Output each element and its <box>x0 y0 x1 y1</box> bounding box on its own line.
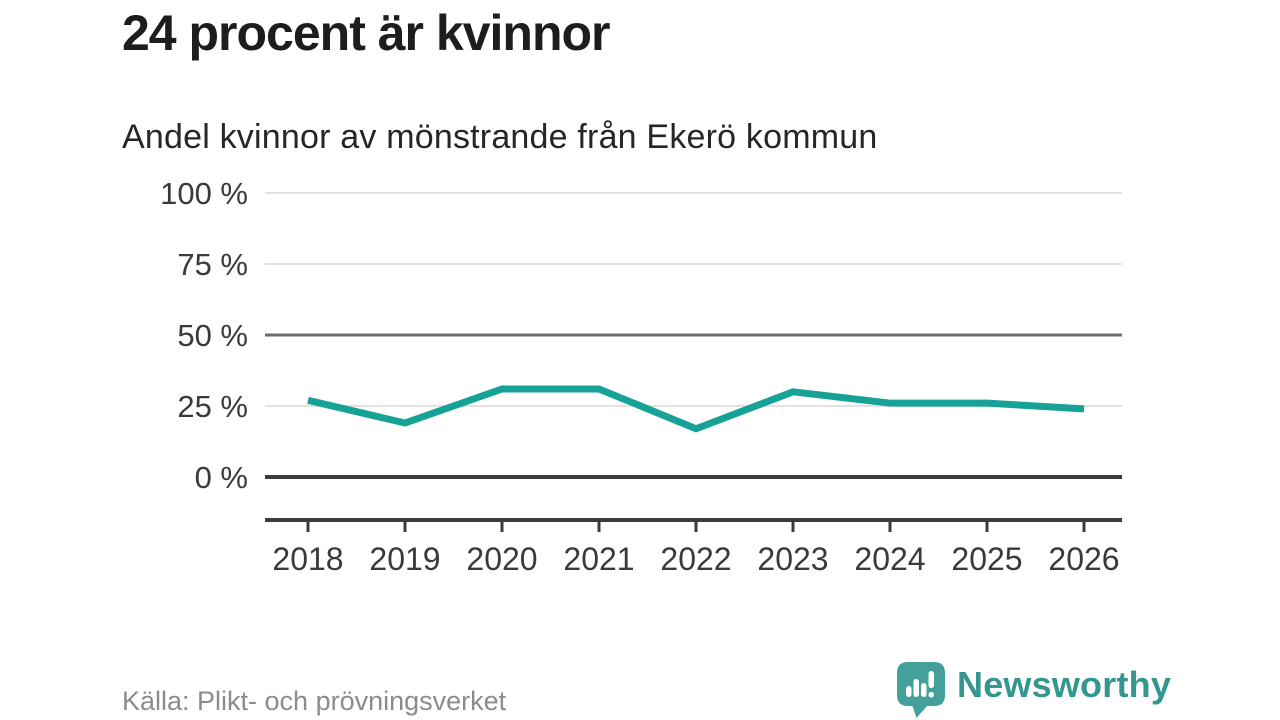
x-axis-year-label: 2020 <box>466 541 537 577</box>
y-axis-tick-label: 75 % <box>177 247 248 282</box>
chart-title: 24 procent är kvinnor <box>122 5 610 61</box>
y-axis-tick-label: 100 % <box>160 176 248 211</box>
x-axis-year-label: 2019 <box>369 541 440 577</box>
x-axis-year-label: 2018 <box>272 541 343 577</box>
x-axis-year-label: 2021 <box>563 541 634 577</box>
x-axis-year-label: 2026 <box>1048 541 1119 577</box>
newsworthy-logo: Newsworthy <box>896 662 1171 718</box>
y-axis-tick-label: 25 % <box>177 389 248 424</box>
newsworthy-bubble-icon <box>897 662 945 718</box>
x-axis-year-label: 2022 <box>660 541 731 577</box>
data-line-andel-kvinnor <box>307 385 1085 433</box>
x-axis-year-label: 2023 <box>757 541 828 577</box>
x-axis-year-label: 2024 <box>854 541 925 577</box>
y-axis-tick-label: 50 % <box>177 318 248 353</box>
chart-subtitle: Andel kvinnor av mönstrande från Ekerö k… <box>122 118 878 156</box>
x-axis-year-label: 2025 <box>951 541 1022 577</box>
y-axis-tick-label: 0 % <box>195 460 248 495</box>
newsworthy-wordmark: Newsworthy <box>957 664 1172 705</box>
source-caption: Källa: Plikt- och prövningsverket <box>122 686 507 716</box>
